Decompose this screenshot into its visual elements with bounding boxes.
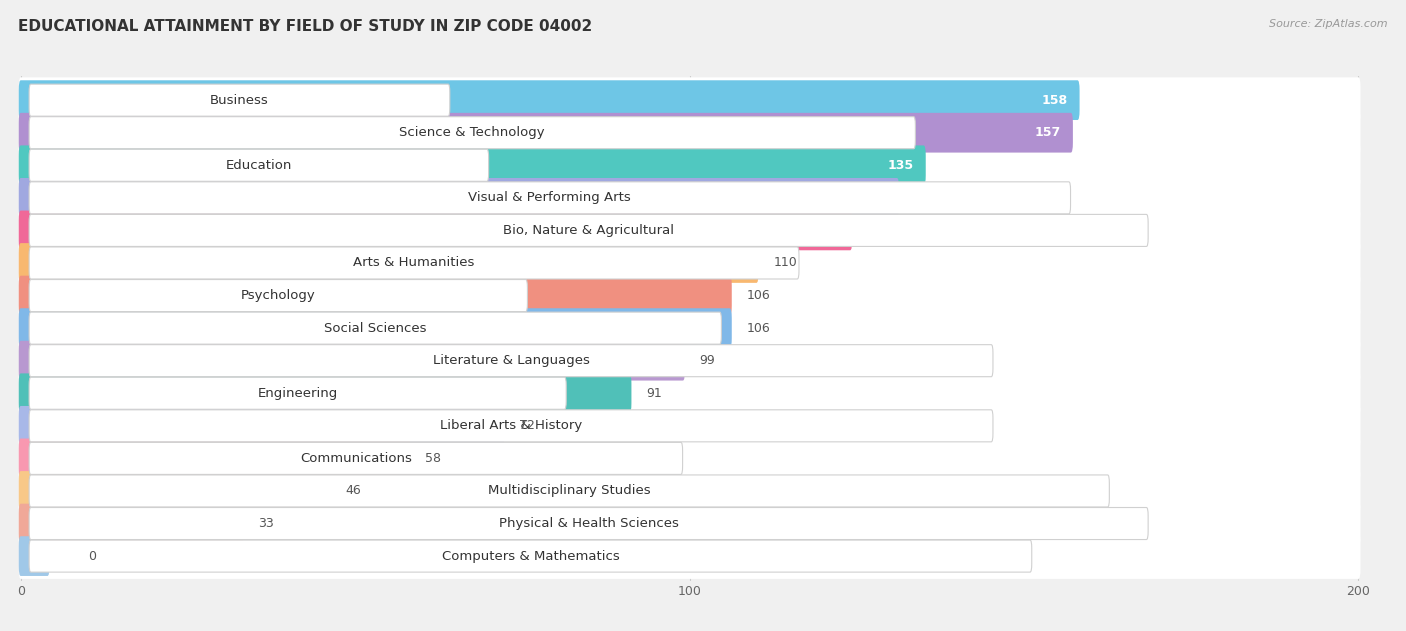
FancyBboxPatch shape xyxy=(18,338,1361,384)
Text: Education: Education xyxy=(226,159,292,172)
FancyBboxPatch shape xyxy=(30,117,915,149)
FancyBboxPatch shape xyxy=(18,276,731,316)
FancyBboxPatch shape xyxy=(30,312,721,344)
FancyBboxPatch shape xyxy=(30,345,993,377)
FancyBboxPatch shape xyxy=(30,475,1109,507)
Text: Multidisciplinary Studies: Multidisciplinary Studies xyxy=(488,485,651,497)
FancyBboxPatch shape xyxy=(18,178,898,218)
FancyBboxPatch shape xyxy=(18,273,1361,319)
Text: 72: 72 xyxy=(519,420,534,432)
Text: Engineering: Engineering xyxy=(257,387,337,400)
FancyBboxPatch shape xyxy=(30,247,799,279)
FancyBboxPatch shape xyxy=(18,110,1361,155)
Text: Computers & Mathematics: Computers & Mathematics xyxy=(441,550,619,563)
FancyBboxPatch shape xyxy=(18,536,49,576)
Text: 158: 158 xyxy=(1042,93,1067,107)
Text: 110: 110 xyxy=(773,256,797,269)
Text: Communications: Communications xyxy=(299,452,412,465)
FancyBboxPatch shape xyxy=(18,468,1361,514)
Text: Source: ZipAtlas.com: Source: ZipAtlas.com xyxy=(1270,19,1388,29)
FancyBboxPatch shape xyxy=(18,341,685,380)
Text: 157: 157 xyxy=(1035,126,1062,139)
FancyBboxPatch shape xyxy=(30,507,1149,540)
Text: Bio, Nature & Agricultural: Bio, Nature & Agricultural xyxy=(503,224,673,237)
Text: 58: 58 xyxy=(426,452,441,465)
FancyBboxPatch shape xyxy=(18,435,1361,481)
Text: 135: 135 xyxy=(887,159,914,172)
FancyBboxPatch shape xyxy=(18,309,731,348)
FancyBboxPatch shape xyxy=(30,377,567,410)
FancyBboxPatch shape xyxy=(18,208,1361,253)
Text: 99: 99 xyxy=(700,354,716,367)
FancyBboxPatch shape xyxy=(18,471,330,511)
FancyBboxPatch shape xyxy=(18,211,852,251)
FancyBboxPatch shape xyxy=(30,280,527,312)
Text: Arts & Humanities: Arts & Humanities xyxy=(353,256,475,269)
Text: 91: 91 xyxy=(647,387,662,400)
Text: Liberal Arts & History: Liberal Arts & History xyxy=(440,420,582,432)
FancyBboxPatch shape xyxy=(30,150,489,181)
FancyBboxPatch shape xyxy=(18,305,1361,351)
Text: 0: 0 xyxy=(87,550,96,563)
FancyBboxPatch shape xyxy=(18,145,925,185)
FancyBboxPatch shape xyxy=(18,374,631,413)
FancyBboxPatch shape xyxy=(18,403,1361,449)
Text: 46: 46 xyxy=(344,485,361,497)
FancyBboxPatch shape xyxy=(18,143,1361,188)
FancyBboxPatch shape xyxy=(30,84,450,116)
Text: 131: 131 xyxy=(860,191,887,204)
Text: Literature & Languages: Literature & Languages xyxy=(433,354,589,367)
FancyBboxPatch shape xyxy=(18,175,1361,221)
FancyBboxPatch shape xyxy=(18,370,1361,416)
Text: EDUCATIONAL ATTAINMENT BY FIELD OF STUDY IN ZIP CODE 04002: EDUCATIONAL ATTAINMENT BY FIELD OF STUDY… xyxy=(18,19,592,34)
FancyBboxPatch shape xyxy=(30,410,993,442)
FancyBboxPatch shape xyxy=(18,243,758,283)
FancyBboxPatch shape xyxy=(18,80,1080,120)
FancyBboxPatch shape xyxy=(30,540,1032,572)
Text: Visual & Performing Arts: Visual & Performing Arts xyxy=(468,191,631,204)
Text: Psychology: Psychology xyxy=(240,289,315,302)
Text: 106: 106 xyxy=(747,289,770,302)
FancyBboxPatch shape xyxy=(30,442,682,475)
FancyBboxPatch shape xyxy=(18,439,411,478)
FancyBboxPatch shape xyxy=(30,215,1149,247)
FancyBboxPatch shape xyxy=(18,504,243,543)
Text: 106: 106 xyxy=(747,322,770,334)
FancyBboxPatch shape xyxy=(18,406,505,445)
Text: Physical & Health Sciences: Physical & Health Sciences xyxy=(499,517,679,530)
Text: Science & Technology: Science & Technology xyxy=(399,126,546,139)
FancyBboxPatch shape xyxy=(18,533,1361,579)
Text: 124: 124 xyxy=(814,224,841,237)
FancyBboxPatch shape xyxy=(18,78,1361,123)
Text: Social Sciences: Social Sciences xyxy=(323,322,426,334)
Text: Business: Business xyxy=(209,93,269,107)
FancyBboxPatch shape xyxy=(30,182,1070,214)
FancyBboxPatch shape xyxy=(18,501,1361,546)
FancyBboxPatch shape xyxy=(18,240,1361,286)
FancyBboxPatch shape xyxy=(18,113,1073,153)
Text: 33: 33 xyxy=(259,517,274,530)
